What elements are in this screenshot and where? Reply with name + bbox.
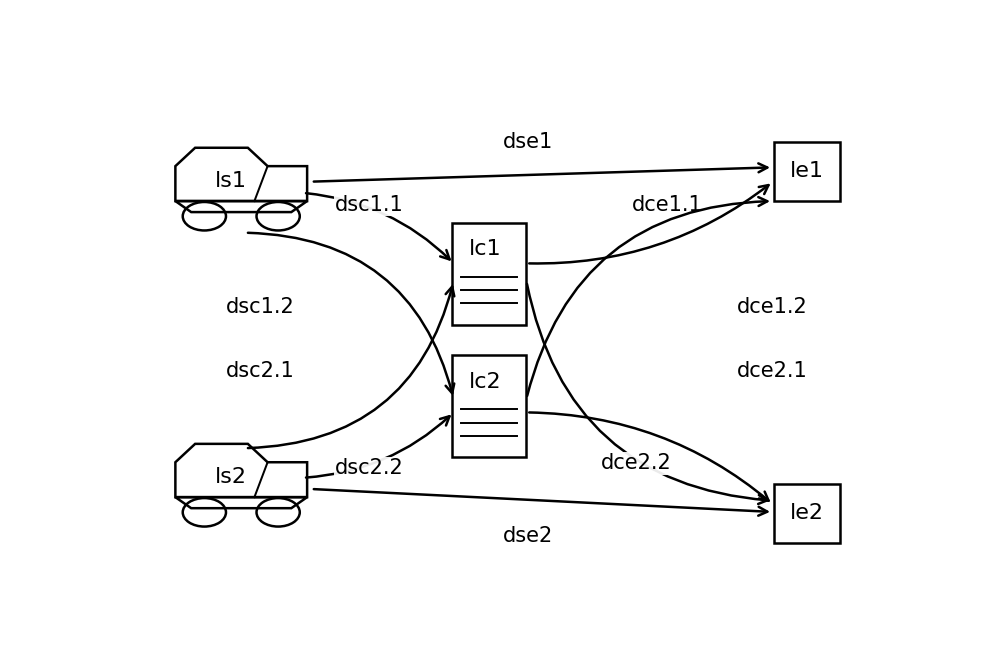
- Text: le1: le1: [790, 162, 824, 182]
- Text: dce2.1: dce2.1: [737, 361, 808, 381]
- Text: dce1.2: dce1.2: [737, 297, 808, 317]
- Text: dce2.2: dce2.2: [601, 453, 672, 473]
- Text: ls2: ls2: [215, 467, 247, 487]
- Text: dse2: dse2: [503, 526, 553, 546]
- Text: lc1: lc1: [469, 239, 502, 259]
- Text: le2: le2: [790, 503, 824, 524]
- Bar: [452, 355, 526, 457]
- Bar: [452, 223, 526, 325]
- Text: dce1.1: dce1.1: [632, 195, 703, 215]
- Bar: [774, 484, 840, 543]
- Text: dsc2.1: dsc2.1: [226, 361, 295, 381]
- Text: dsc2.2: dsc2.2: [335, 457, 404, 477]
- Text: dsc1.1: dsc1.1: [335, 195, 404, 215]
- Text: dse1: dse1: [503, 132, 553, 152]
- Text: dsc1.2: dsc1.2: [226, 297, 295, 317]
- Text: ls1: ls1: [215, 171, 247, 191]
- Bar: [774, 142, 840, 201]
- Text: lc2: lc2: [469, 372, 502, 392]
